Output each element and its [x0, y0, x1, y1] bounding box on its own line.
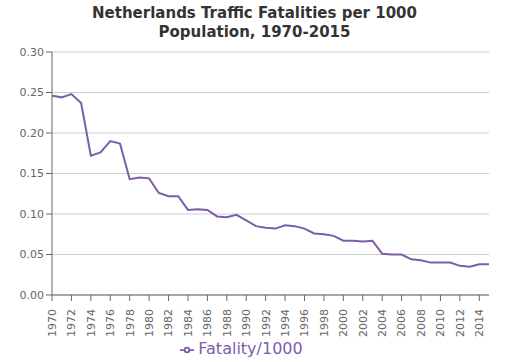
svg-text:1990: 1990 [240, 309, 253, 337]
html-text:Fatality/1000: Fatality/1000 [198, 339, 303, 358]
svg-text:2006: 2006 [395, 309, 408, 337]
svg-text:1986: 1986 [201, 309, 214, 337]
svg-text:1994: 1994 [279, 309, 292, 337]
svg-text:2002: 2002 [357, 309, 370, 337]
svg-text:2010: 2010 [434, 309, 447, 337]
svg-text:0.25: 0.25 [20, 86, 45, 99]
svg-text:1984: 1984 [182, 309, 195, 337]
svg-text:2014: 2014 [473, 309, 486, 337]
svg-text:0.10: 0.10 [20, 208, 45, 221]
svg-text:1982: 1982 [162, 309, 175, 337]
svg-text:2012: 2012 [454, 309, 467, 337]
svg-text:0.05: 0.05 [20, 248, 45, 261]
svg-text:2000: 2000 [337, 309, 350, 337]
svg-text:0.20: 0.20 [20, 127, 45, 140]
svg-text:1970: 1970 [46, 309, 59, 337]
svg-text:0.00: 0.00 [20, 289, 45, 302]
svg-text:1996: 1996 [298, 309, 311, 337]
svg-text:1978: 1978 [124, 309, 137, 337]
svg-text:1988: 1988 [221, 309, 234, 337]
svg-text:0.15: 0.15 [20, 167, 45, 180]
svg-text:1976: 1976 [104, 309, 117, 337]
svg-text:2008: 2008 [415, 309, 428, 337]
svg-text:1980: 1980 [143, 309, 156, 337]
html-text:Netherlands Traffic Fatalities: Netherlands Traffic Fatalities per 1000 [92, 4, 417, 22]
svg-text:1972: 1972 [65, 309, 78, 337]
svg-text:0.30: 0.30 [20, 46, 45, 59]
html-text:Population, 1970-2015: Population, 1970-2015 [158, 23, 351, 41]
svg-text:2004: 2004 [376, 309, 389, 337]
svg-text:1974: 1974 [85, 309, 98, 337]
svg-text:1992: 1992 [259, 309, 272, 337]
svg-text:1998: 1998 [318, 309, 331, 337]
